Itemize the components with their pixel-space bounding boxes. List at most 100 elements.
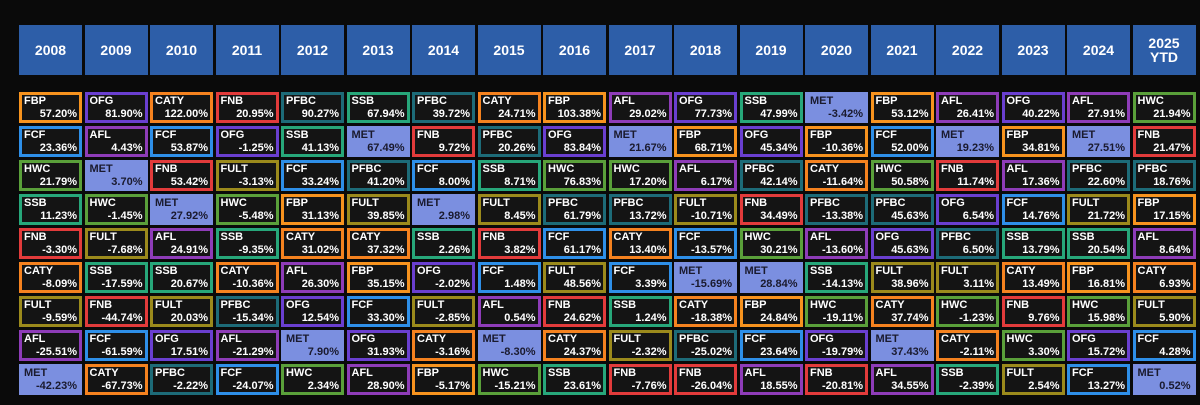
- ticker: OFG: [941, 197, 965, 209]
- stock-cell: SSB 67.94%: [346, 92, 410, 123]
- stock-cell: FULT 8.45%: [477, 194, 541, 225]
- ticker: CATY: [679, 299, 709, 311]
- stock-cell: MET 2.98%: [412, 194, 475, 225]
- stock-cell: FNB -44.74%: [84, 296, 148, 327]
- stock-cell: PFBC 22.60%: [1067, 160, 1130, 191]
- stock-cell: FCF 14.76%: [1001, 194, 1065, 225]
- return-value: 1.48%: [504, 278, 536, 290]
- stock-cell: CATY 6.93%: [1132, 262, 1196, 293]
- stock-cell: FNB 21.47%: [1132, 126, 1196, 157]
- stock-cell: AFL 4.43%: [84, 126, 148, 157]
- return-value: 5.90%: [1159, 312, 1191, 324]
- return-value: -13.57%: [691, 244, 732, 256]
- return-value: -9.35%: [238, 244, 274, 256]
- return-value: 41.13%: [301, 142, 339, 154]
- stock-cell: HWC 21.79%: [19, 160, 82, 191]
- ticker: FNB: [155, 163, 178, 175]
- stock-cell: MET 0.52%: [1132, 364, 1196, 395]
- return-value: 81.90%: [105, 108, 143, 120]
- return-value: 24.84%: [760, 312, 798, 324]
- stock-cell: SSB -17.59%: [84, 262, 148, 293]
- stock-cell: CATY 122.00%: [150, 92, 213, 123]
- return-value: 27.92%: [170, 210, 208, 222]
- ticker: FCF: [1006, 197, 1028, 209]
- return-value: 6.54%: [962, 210, 994, 222]
- return-value: 14.76%: [1022, 210, 1060, 222]
- ticker: HWC: [875, 163, 902, 175]
- ticker: SSB: [1072, 231, 1095, 243]
- return-value: -7.76%: [631, 380, 667, 392]
- stock-cell: SSB -14.13%: [805, 262, 868, 293]
- return-value: 34.49%: [760, 210, 798, 222]
- stock-cell: PFBC 41.20%: [346, 160, 410, 191]
- stock-cell: FBP 35.15%: [346, 262, 410, 293]
- return-value: -1.45%: [107, 210, 143, 222]
- year-header: 2011: [215, 25, 279, 75]
- ticker: MET: [1137, 367, 1161, 379]
- ticker: HWC: [613, 163, 640, 175]
- ticker: AFL: [679, 163, 701, 175]
- return-value: 2.54%: [1028, 380, 1060, 392]
- return-value: 47.99%: [760, 108, 798, 120]
- stock-cell: SSB 11.23%: [19, 194, 82, 225]
- ticker: SSB: [744, 95, 768, 107]
- return-value: -15.21%: [494, 380, 536, 392]
- return-value: 2.26%: [438, 244, 470, 256]
- stock-cell: HWC 21.94%: [1132, 92, 1196, 123]
- ticker: SSB: [1006, 231, 1030, 243]
- stock-cell: FCF 52.00%: [870, 126, 934, 157]
- stock-cell: OFG 45.34%: [739, 126, 803, 157]
- ticker: PFBC: [351, 163, 382, 175]
- return-value: 76.83%: [563, 176, 601, 188]
- stock-cell: MET -15.69%: [674, 262, 737, 293]
- ticker: SSB: [810, 265, 833, 277]
- year-header: 2013: [346, 25, 410, 75]
- return-value: 23.36%: [39, 142, 77, 154]
- return-value: -2.39%: [959, 380, 994, 392]
- return-value: 20.26%: [498, 142, 536, 154]
- stock-cell: FNB 34.49%: [739, 194, 803, 225]
- return-value: 4.28%: [1159, 346, 1191, 358]
- ticker: SSB: [613, 299, 637, 311]
- stock-cell: FCF 23.36%: [19, 126, 82, 157]
- return-value: 1.24%: [635, 312, 667, 324]
- return-value: 3.11%: [963, 278, 994, 290]
- ticker: CATY: [548, 333, 578, 345]
- return-value: 13.72%: [629, 210, 667, 222]
- ticker: HWC: [1137, 95, 1164, 107]
- ticker: FCF: [1137, 333, 1159, 345]
- stock-cell: PFBC 13.72%: [608, 194, 672, 225]
- stock-cell: SSB 20.54%: [1067, 228, 1130, 259]
- ticker: AFL: [744, 367, 766, 379]
- stock-cell: AFL 34.55%: [870, 364, 934, 395]
- stock-cell: FCF -24.07%: [215, 364, 279, 395]
- return-value: -2.32%: [631, 346, 667, 358]
- return-value: -15.34%: [232, 312, 274, 324]
- stock-cell: PFBC -25.02%: [674, 330, 737, 361]
- return-value: 6.93%: [1159, 278, 1191, 290]
- return-value: 21.72%: [1087, 210, 1125, 222]
- stock-cell: MET 67.49%: [346, 126, 410, 157]
- ticker: FNB: [744, 197, 768, 209]
- year-header: 2009: [84, 25, 148, 75]
- return-value: 21.67%: [629, 142, 667, 154]
- ticker: CATY: [875, 299, 905, 311]
- ticker: OFG: [679, 95, 703, 107]
- stock-cell: FNB 24.62%: [543, 296, 606, 327]
- ticker: MET: [351, 129, 375, 141]
- ticker: AFL: [351, 367, 373, 379]
- stock-cell: FBP 57.20%: [19, 92, 82, 123]
- return-value: 45.63%: [891, 210, 929, 222]
- ticker: CATY: [613, 231, 643, 243]
- return-value: -2.11%: [959, 346, 994, 358]
- return-value: 53.42%: [170, 176, 208, 188]
- return-value: 29.02%: [629, 108, 667, 120]
- ticker: FCF: [286, 163, 308, 175]
- stock-cell: FBP 24.84%: [739, 296, 803, 327]
- stock-cell: MET -42.23%: [19, 364, 82, 395]
- ticker: FBP: [810, 129, 832, 141]
- return-value: 53.87%: [170, 142, 208, 154]
- stock-cell: AFL 27.91%: [1067, 92, 1130, 123]
- return-value: -9.59%: [42, 312, 77, 324]
- ticker: OFG: [89, 95, 114, 107]
